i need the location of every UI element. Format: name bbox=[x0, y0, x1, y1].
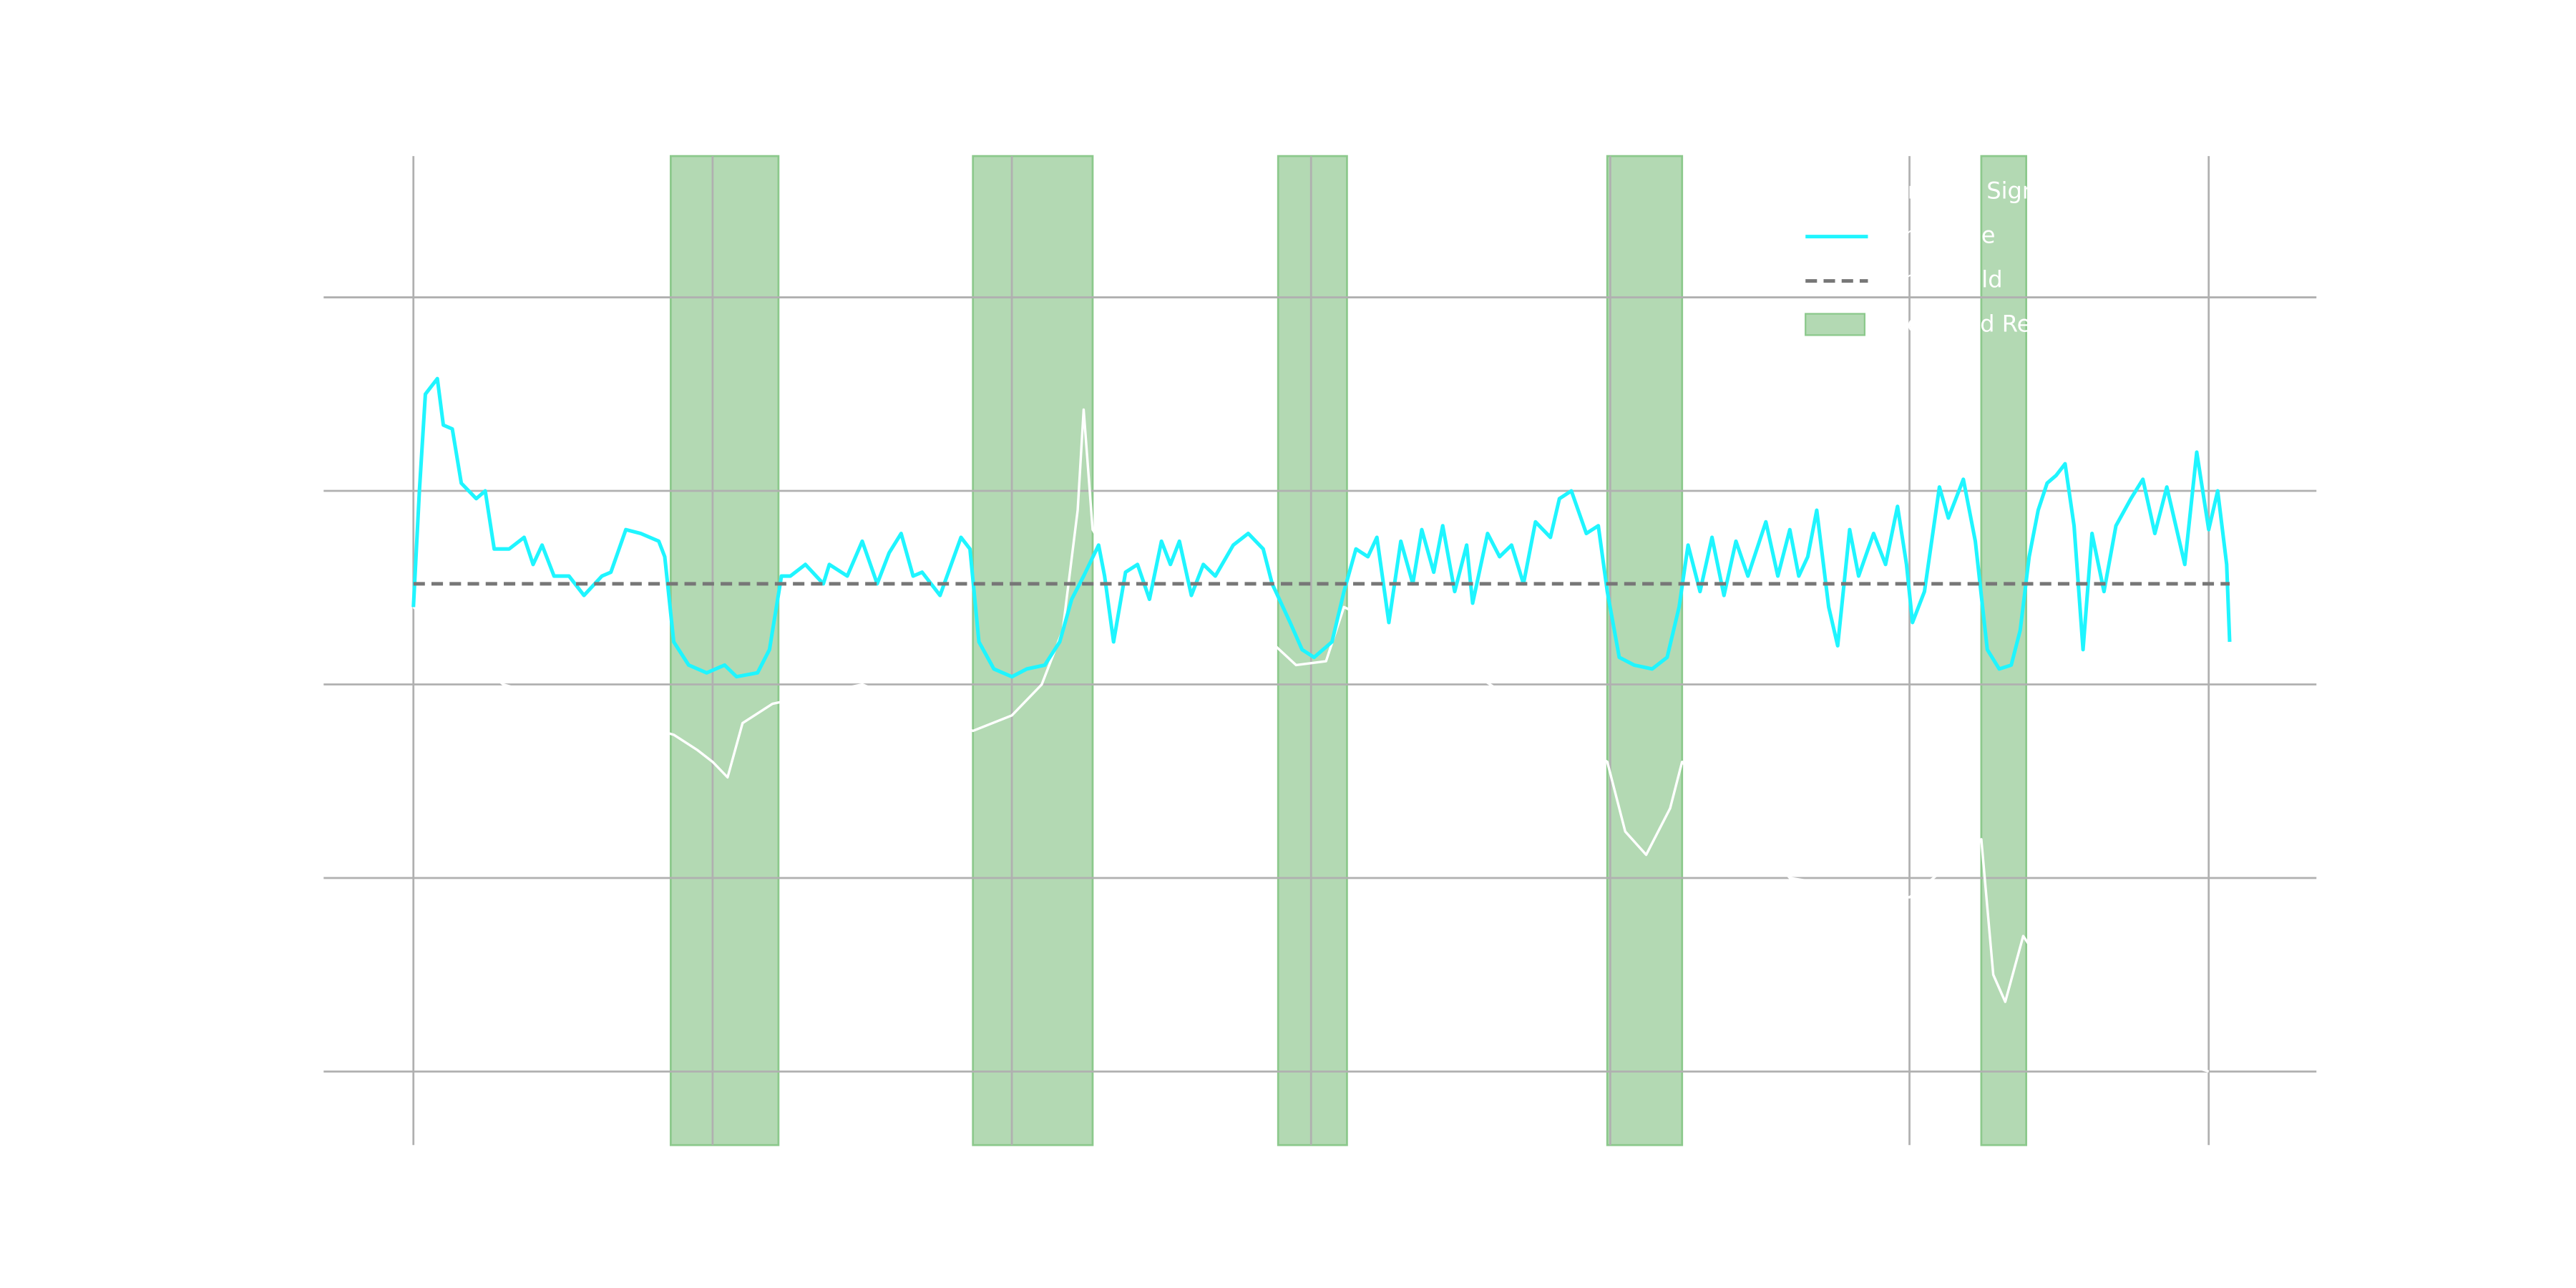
y-tick-label: -1 bbox=[288, 1056, 311, 1083]
legend-label: Detected Regions bbox=[1889, 311, 2092, 338]
series-line bbox=[412, 408, 2210, 1073]
x-tick-label: 0 bbox=[406, 1156, 421, 1184]
detected-region bbox=[1277, 155, 1348, 1146]
x-tick-label: 6 bbox=[2201, 1156, 2215, 1184]
x-tick-label: 1 bbox=[706, 1156, 720, 1184]
x-tick-label: 2 bbox=[1005, 1156, 1019, 1184]
legend-label: Original Signal bbox=[1889, 177, 2057, 205]
detected-region bbox=[972, 155, 1094, 1146]
x-tick-label: 5 bbox=[1902, 1156, 1916, 1184]
series-line bbox=[411, 376, 2232, 679]
legend-label: Threshold bbox=[1888, 266, 2002, 293]
y-tick-label: 0.5 bbox=[274, 476, 311, 503]
legend-label: Envelope bbox=[1889, 222, 1995, 249]
y-tick-label: -0.5 bbox=[265, 863, 311, 890]
x-tick-label: 4 bbox=[1603, 1156, 1617, 1184]
x-tick-label: 3 bbox=[1304, 1156, 1318, 1184]
y-tick-label: 1 bbox=[296, 283, 310, 310]
legend-marker bbox=[1805, 313, 1866, 336]
detected-region bbox=[669, 155, 780, 1146]
y-tick-label: 0 bbox=[296, 670, 310, 697]
